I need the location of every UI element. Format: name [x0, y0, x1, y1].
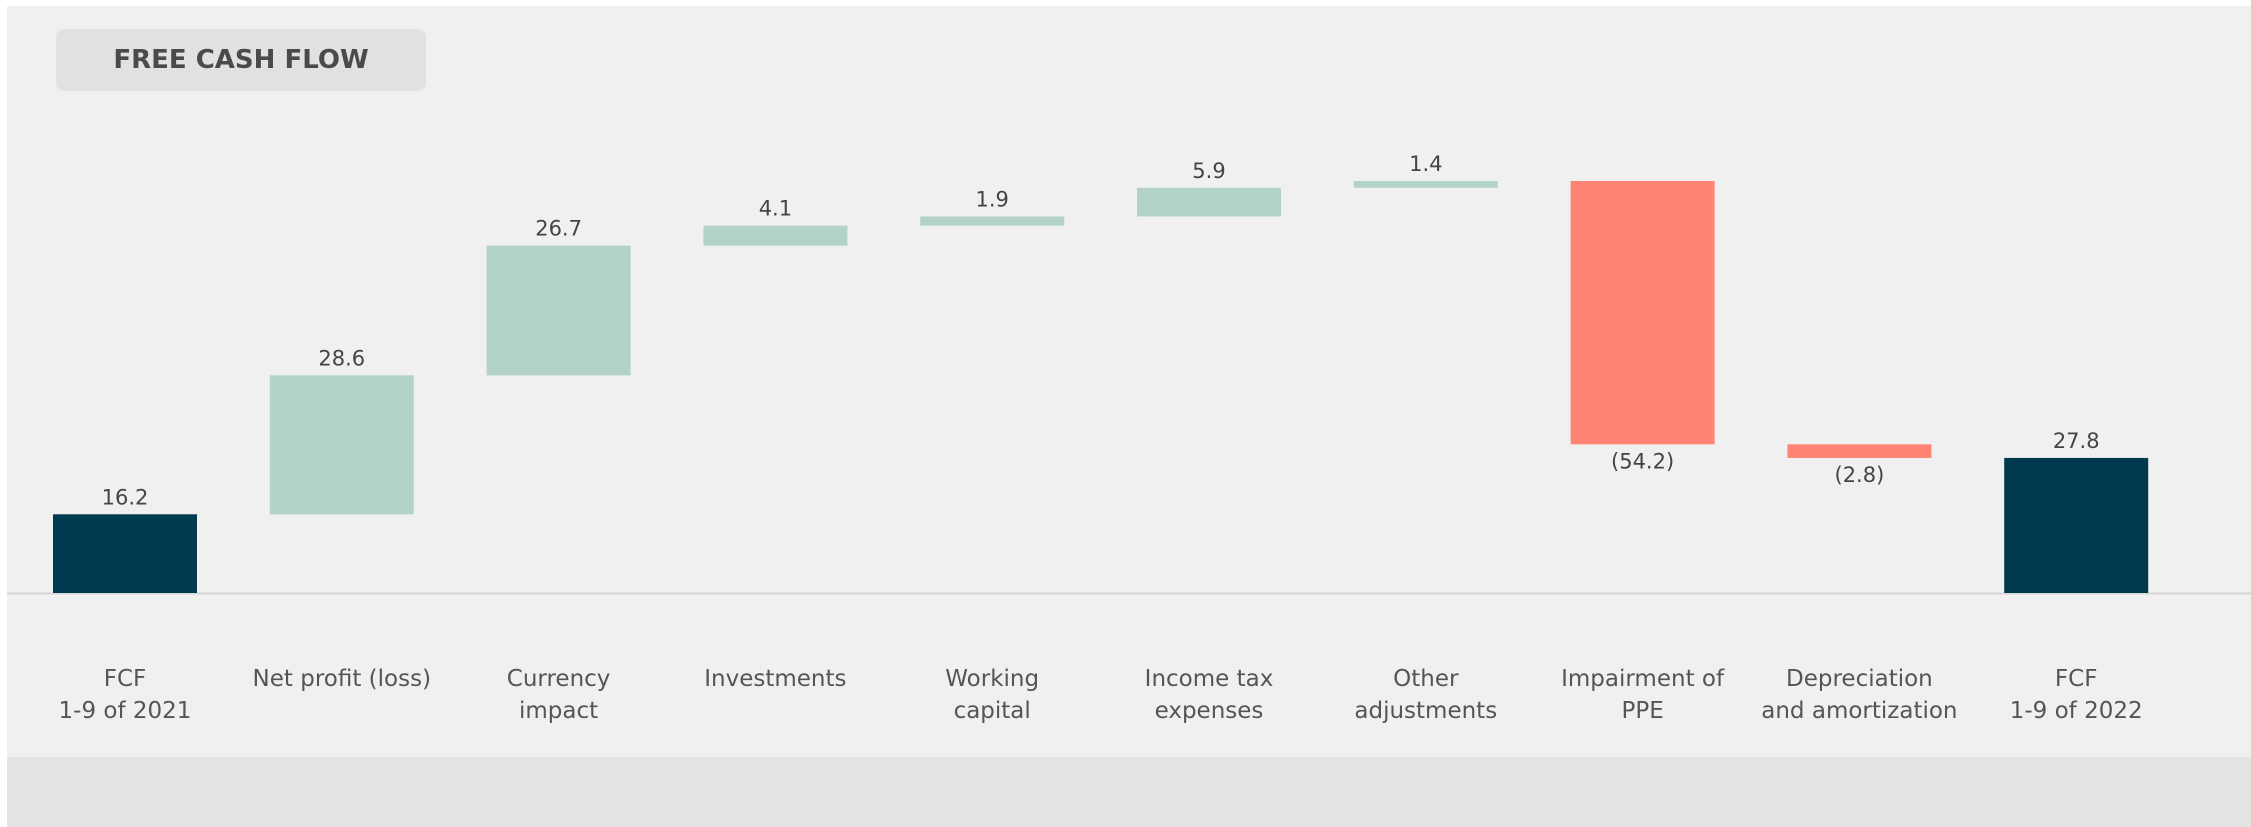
bar [486, 245, 631, 376]
bar [2004, 457, 2149, 593]
category-label: Depreciation and amortization [1761, 666, 1958, 724]
bar [703, 225, 848, 246]
category-label: FCF 1-9 of 2022 [2009, 666, 2143, 724]
category-label: Impairment of PPE [1561, 666, 1725, 724]
bar [1137, 187, 1281, 217]
value-label: 27.8 [2053, 429, 2100, 453]
category-label: Other adjustments [1354, 666, 1498, 724]
value-label: 1.4 [1409, 152, 1442, 176]
value-label: 5.9 [1192, 159, 1225, 183]
bar [269, 375, 414, 515]
value-label: 26.7 [535, 217, 582, 241]
category-label: Net profit (loss) [252, 666, 432, 692]
value-label: 28.6 [318, 346, 365, 370]
bar [1353, 181, 1498, 188]
value-label: 16.2 [102, 485, 149, 509]
chart-title: FREE CASH FLOW [56, 29, 426, 91]
category-label: Working capital [945, 666, 1040, 724]
bar [1787, 444, 1932, 458]
footer-band [7, 757, 2251, 827]
category-label: Investments [704, 666, 847, 692]
value-label: 4.1 [759, 197, 792, 221]
value-label: (2.8) [1835, 463, 1885, 487]
category-label: FCF 1-9 of 2021 [58, 666, 192, 724]
bar [920, 216, 1065, 226]
bar [53, 514, 197, 593]
value-label: 1.9 [975, 187, 1008, 211]
category-label: Income tax expenses [1144, 666, 1274, 724]
category-label: Currency impact [506, 666, 611, 724]
value-label: (54.2) [1611, 449, 1674, 473]
bar [1570, 181, 1715, 445]
